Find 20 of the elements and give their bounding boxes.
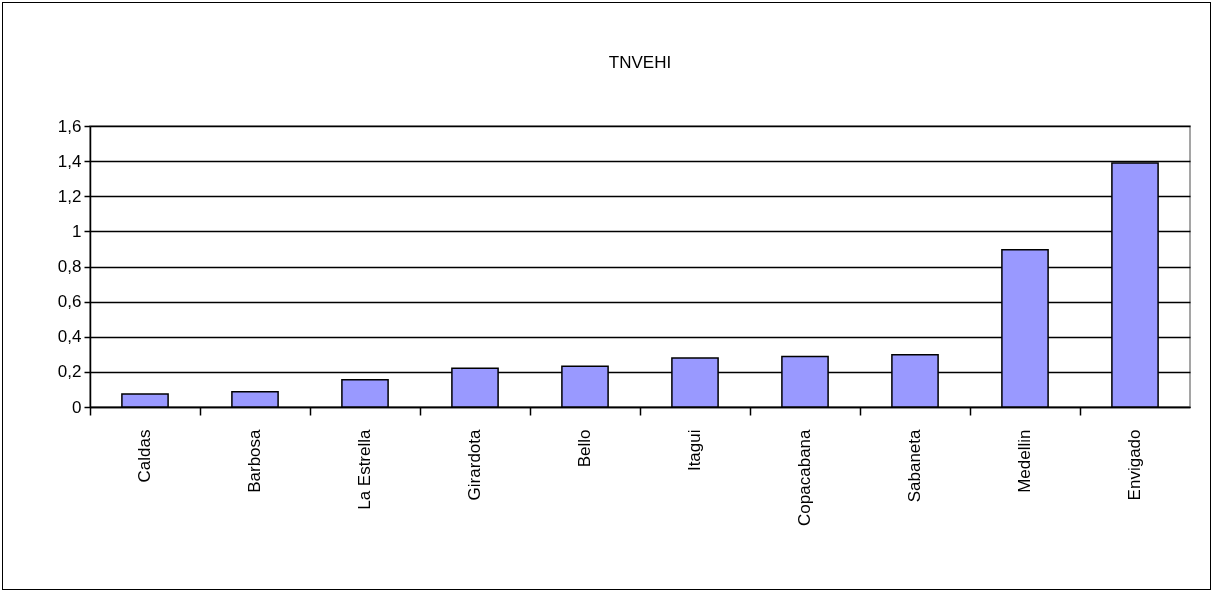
x-tick-label: Barbosa [245, 428, 264, 493]
y-tick-label: 1 [72, 221, 82, 241]
y-tick-label: 0 [72, 397, 82, 417]
y-tick-label: 1,6 [57, 116, 82, 136]
chart-title: TNVEHI [608, 53, 672, 72]
x-tick-label: Bello [575, 429, 594, 468]
y-tick-label: 0,4 [57, 327, 82, 347]
x-tick-label: Sabaneta [905, 428, 924, 503]
x-tick-label: Medellin [1015, 429, 1034, 493]
y-tick-label: 1,2 [57, 186, 82, 206]
x-tick-label: La Estrella [355, 428, 374, 510]
x-tick-label: Caldas [135, 429, 154, 483]
y-tick-label: 1,4 [57, 151, 82, 171]
x-tick-label: Copacabana [795, 428, 814, 526]
y-tick-label: 0,8 [57, 257, 82, 276]
y-tick-label: 0,2 [57, 362, 82, 382]
x-tick-label: Envigado [1125, 429, 1144, 501]
x-tick-label: Itagui [685, 429, 704, 472]
y-tick-label: 0,6 [57, 292, 82, 312]
x-tick-label: Girardota [465, 428, 484, 501]
